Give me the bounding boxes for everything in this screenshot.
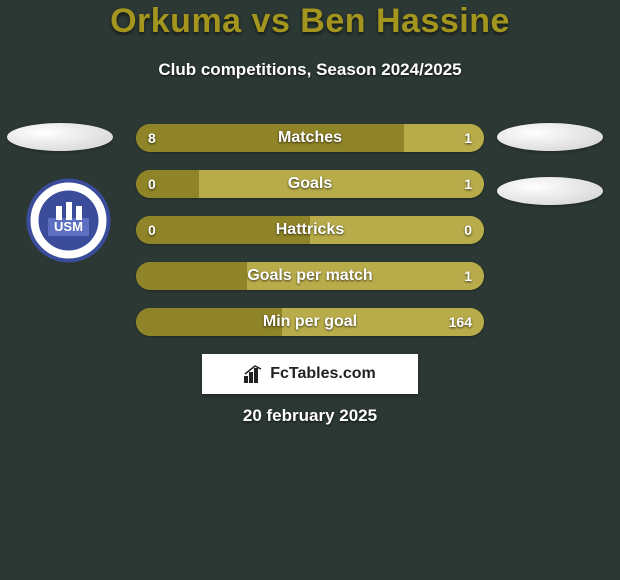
shield-icon: USM — [26, 178, 111, 263]
chart-icon — [244, 365, 264, 383]
date-text: 20 february 2025 — [0, 406, 620, 426]
brand-text: FcTables.com — [270, 365, 376, 383]
player-right-avatar-placeholder — [497, 123, 603, 151]
bar-left-fill — [136, 124, 404, 152]
subtitle: Club competitions, Season 2024/2025 — [0, 60, 620, 80]
player-right-club-placeholder — [497, 177, 603, 205]
bar-left-fill — [136, 262, 247, 290]
stat-row: Hattricks00 — [136, 216, 484, 244]
bar-right-fill — [247, 262, 484, 290]
bar-right-fill — [199, 170, 484, 198]
stat-row: Min per goal164 — [136, 308, 484, 336]
stat-row: Goals per match1 — [136, 262, 484, 290]
bar-right-fill — [310, 216, 484, 244]
club-badge-left: USM — [26, 178, 111, 263]
badge-text: USM — [54, 219, 83, 234]
brand-box[interactable]: FcTables.com — [202, 354, 418, 394]
bar-left-fill — [136, 216, 310, 244]
bar-left-fill — [136, 170, 199, 198]
comparison-card: Orkuma vs Ben Hassine Club competitions,… — [0, 0, 620, 580]
bar-right-fill — [404, 124, 484, 152]
stat-row: Matches81 — [136, 124, 484, 152]
bar-left-fill — [136, 308, 282, 336]
stat-row: Goals01 — [136, 170, 484, 198]
page-title: Orkuma vs Ben Hassine — [0, 2, 620, 41]
stats-bars: Matches81 Goals01 Hattricks00 Goals per mat… — [136, 124, 484, 354]
player-left-avatar-placeholder — [7, 123, 113, 151]
bar-right-fill — [282, 308, 484, 336]
